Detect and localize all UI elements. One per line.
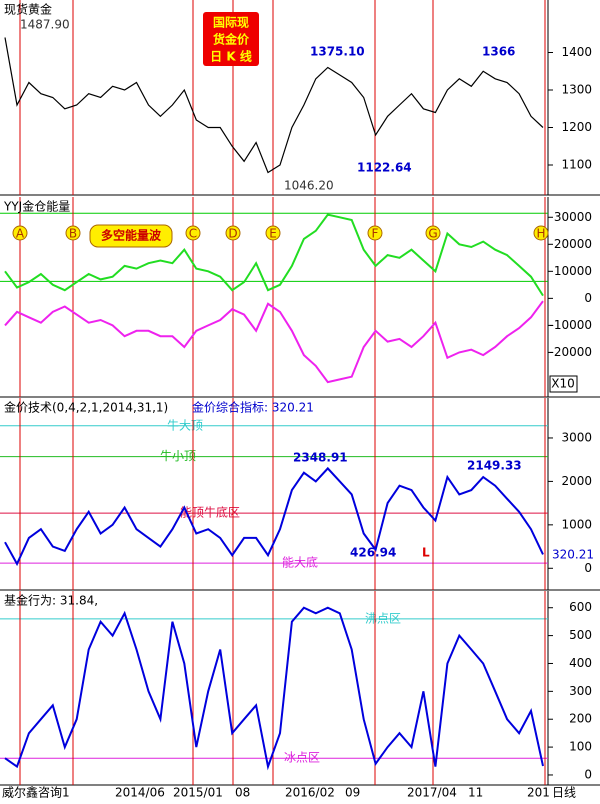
y-tick-label: 400: [569, 656, 592, 670]
y-tick-label: 2000: [561, 474, 592, 488]
x-tick-label: 09: [345, 786, 360, 800]
event-marker: [533, 225, 549, 241]
y-tick-label: 1100: [561, 158, 592, 172]
series-line: [4, 466, 544, 567]
annotation: 2348.91: [293, 451, 348, 465]
panel-title: 金价技术(0,4,2,1,2014,31,1): [4, 400, 168, 415]
unit-box: [549, 375, 578, 393]
y-tick-label: 0: [584, 767, 592, 781]
event-marker-label: E: [269, 227, 277, 241]
x-tick-label: 2015/01: [173, 786, 223, 800]
event-marker: [225, 225, 241, 241]
x-tick-label: 08: [235, 786, 250, 800]
y-tick-label: 500: [569, 628, 592, 642]
badge-text: 多空能量波: [101, 228, 162, 243]
reference-label: 冰点区: [284, 751, 320, 765]
y-tick-label: 3000: [561, 430, 592, 444]
event-marker-label: H: [536, 227, 545, 241]
y-tick-label: 600: [569, 600, 592, 614]
panel-title: 基金行为: 31.84,: [4, 593, 98, 608]
event-marker-label: A: [16, 227, 25, 241]
event-marker: [65, 225, 81, 241]
x-tick-label: 11: [468, 786, 483, 800]
series-line: [4, 37, 544, 174]
event-marker: [367, 225, 383, 241]
event-marker-label: F: [372, 227, 379, 241]
y-tick-label: 200: [569, 712, 592, 726]
reference-label: 能大底: [282, 555, 318, 570]
reference-label: 沸点区: [365, 611, 401, 625]
annotation: 1375.10: [310, 45, 365, 59]
unit-label: X10: [551, 377, 575, 391]
reference-label: 能顶牛底区: [180, 505, 240, 520]
y-tick-label: 10000: [554, 264, 592, 278]
annotation: 426.94: [350, 546, 396, 560]
y-tick-label: 0: [584, 561, 592, 575]
event-marker: [425, 225, 441, 241]
x-tick-label: 1: [62, 786, 70, 800]
y-tick-label: 1400: [561, 45, 592, 59]
annotation: 1122.64: [357, 161, 412, 175]
y-tick-label: -10000: [549, 318, 592, 332]
event-marker: [265, 225, 281, 241]
y-tick-label: 0: [584, 291, 592, 305]
panel-title: YYJ金仓能量: [3, 199, 70, 214]
y-tick-label: -20000: [549, 345, 592, 359]
badge-box: [203, 12, 259, 66]
x-tick-label: 2016/02: [285, 786, 335, 800]
y-tick-label: 1000: [561, 517, 592, 531]
annotation: 1046.20: [284, 179, 334, 193]
event-marker-label: B: [69, 227, 77, 241]
y-tick-label: 100: [569, 740, 592, 754]
x-tick-label: 威尔鑫咨询: [2, 785, 62, 800]
series-line: [4, 606, 544, 771]
event-marker-label: C: [189, 227, 197, 241]
event-marker-label: D: [228, 227, 237, 241]
event-marker: [12, 225, 28, 241]
badge-text: 日 K 线: [210, 49, 252, 64]
y-tick-label: 1300: [561, 83, 592, 97]
badge-text: 货金价: [213, 32, 250, 47]
annotation: L: [422, 546, 430, 560]
panel-subtitle: 金价综合指标: 320.21: [192, 400, 314, 415]
series-line: [4, 213, 544, 297]
series-line: [4, 300, 544, 384]
y-tick-label: 300: [569, 684, 592, 698]
x-tick-label: 2014/06: [115, 786, 165, 800]
x-tick-label: 201: [527, 786, 550, 800]
event-marker: [185, 225, 201, 241]
annotation: 2149.33: [467, 459, 522, 473]
panel-title: 现货黄金: [4, 2, 52, 17]
y-tick-label: 1200: [561, 120, 592, 134]
annotation: 320.21: [552, 548, 594, 562]
y-tick-label: 20000: [554, 237, 592, 251]
reference-label: 牛小顶: [160, 448, 196, 463]
x-tick-label: 日线: [552, 786, 576, 800]
event-marker-label: G: [428, 227, 437, 241]
reference-label: 牛大顶: [167, 417, 203, 432]
badge-box: [89, 224, 173, 248]
annotation: 1487.90: [20, 18, 70, 32]
badge-text: 国际现: [213, 16, 249, 30]
x-tick-label: 2017/04: [407, 786, 457, 800]
annotation: 1366: [482, 45, 515, 59]
y-tick-label: 30000: [554, 210, 592, 224]
